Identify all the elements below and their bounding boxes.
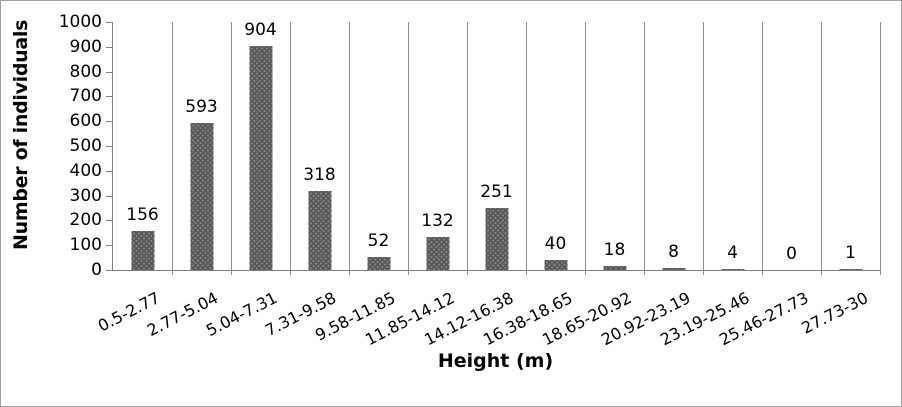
y-tick-mark <box>106 96 112 97</box>
category-cell: 1 27.73-30 <box>798 22 881 338</box>
y-tick-label: 1000 <box>58 12 102 32</box>
x-axis-title: Height (m) <box>437 350 554 372</box>
bar-value-label: 52 <box>367 231 390 251</box>
bar-value-label: 40 <box>544 234 567 254</box>
bar <box>603 266 626 270</box>
y-tick-label: 300 <box>69 186 102 206</box>
category-separator-line <box>290 22 291 275</box>
category-cell: 18 18.65-20.92 <box>539 22 645 349</box>
y-tick-label: 600 <box>69 111 102 131</box>
y-tick-label: 200 <box>69 210 102 230</box>
category-separator-line <box>408 22 409 275</box>
y-tick-label: 100 <box>69 235 102 255</box>
bar-value-label: 593 <box>185 97 218 117</box>
y-tick-mark <box>106 47 112 48</box>
category-cell: 904 5.04-7.31 <box>203 20 291 340</box>
category-cell: 8 20.92-23.19 <box>598 22 704 349</box>
y-tick-mark <box>106 220 112 221</box>
category-cell: 251 14.12-16.38 <box>421 22 527 349</box>
category-cell: 4 23.19-25.46 <box>657 22 763 349</box>
y-tick-label: 700 <box>69 86 102 106</box>
category-cell: 132 11.85-14.12 <box>362 22 468 349</box>
bar-value-label: 318 <box>303 165 336 185</box>
bar-value-label: 18 <box>603 240 626 260</box>
y-tick-mark <box>106 146 112 147</box>
y-tick-label: 800 <box>69 62 102 82</box>
bar-value-label: 132 <box>421 211 454 231</box>
y-tick-mark <box>106 121 112 122</box>
y-tick-mark <box>106 245 112 246</box>
y-tick-label: 0 <box>91 260 102 280</box>
category-separator-line <box>762 22 763 275</box>
bar-value-label: 251 <box>480 182 513 202</box>
category-separator-line <box>231 22 232 275</box>
y-tick-mark <box>106 72 112 73</box>
bar <box>190 123 213 270</box>
bar <box>426 237 449 270</box>
category-separator-line <box>821 22 822 275</box>
y-tick-label: 500 <box>69 136 102 156</box>
category-separator-line <box>467 22 468 275</box>
category-cell: 0 25.46-27.73 <box>716 22 822 349</box>
y-tick-mark <box>106 171 112 172</box>
bar <box>131 231 154 270</box>
category-separator-line <box>172 22 173 275</box>
category-separator-line <box>349 22 350 275</box>
y-tick-mark <box>106 22 112 23</box>
y-tick-mark <box>106 270 112 271</box>
bar <box>308 191 331 270</box>
bar-value-label: 904 <box>244 20 277 40</box>
bar-value-label: 4 <box>727 243 738 263</box>
bar-value-label: 0 <box>786 244 797 264</box>
category-cell: 318 7.31-9.58 <box>262 22 350 340</box>
category-separator-line <box>880 22 881 275</box>
x-tick-label: 27.73-30 <box>797 288 871 338</box>
category-cell: 52 9.58-11.85 <box>312 22 409 345</box>
bar <box>485 208 508 270</box>
bar <box>662 268 685 270</box>
bar <box>367 257 390 270</box>
bar <box>721 269 744 270</box>
category-separator-line <box>585 22 586 275</box>
bar <box>544 260 567 270</box>
plot-area: 156 0.5-2.77 593 2.77-5.04 904 5.04-7.31 318 7.… <box>94 20 881 349</box>
category-separator-line <box>526 22 527 275</box>
bar-value-label: 156 <box>126 205 159 225</box>
category-cell: 40 16.38-18.65 <box>480 22 586 349</box>
bar <box>249 46 272 270</box>
bar <box>839 269 862 270</box>
category-separator-line <box>644 22 645 275</box>
category-cell: 593 2.77-5.04 <box>144 22 232 340</box>
category-cell: 156 0.5-2.77 <box>94 22 173 335</box>
y-tick-label: 900 <box>69 37 102 57</box>
y-tick-mark <box>106 196 112 197</box>
bar-value-label: 1 <box>845 243 856 263</box>
bar-value-label: 8 <box>668 242 679 262</box>
y-tick-label: 400 <box>69 161 102 181</box>
y-axis: 0 100 200 300 400 500 600 700 800 900 1000 <box>1 1 113 301</box>
category-separator-line <box>703 22 704 275</box>
